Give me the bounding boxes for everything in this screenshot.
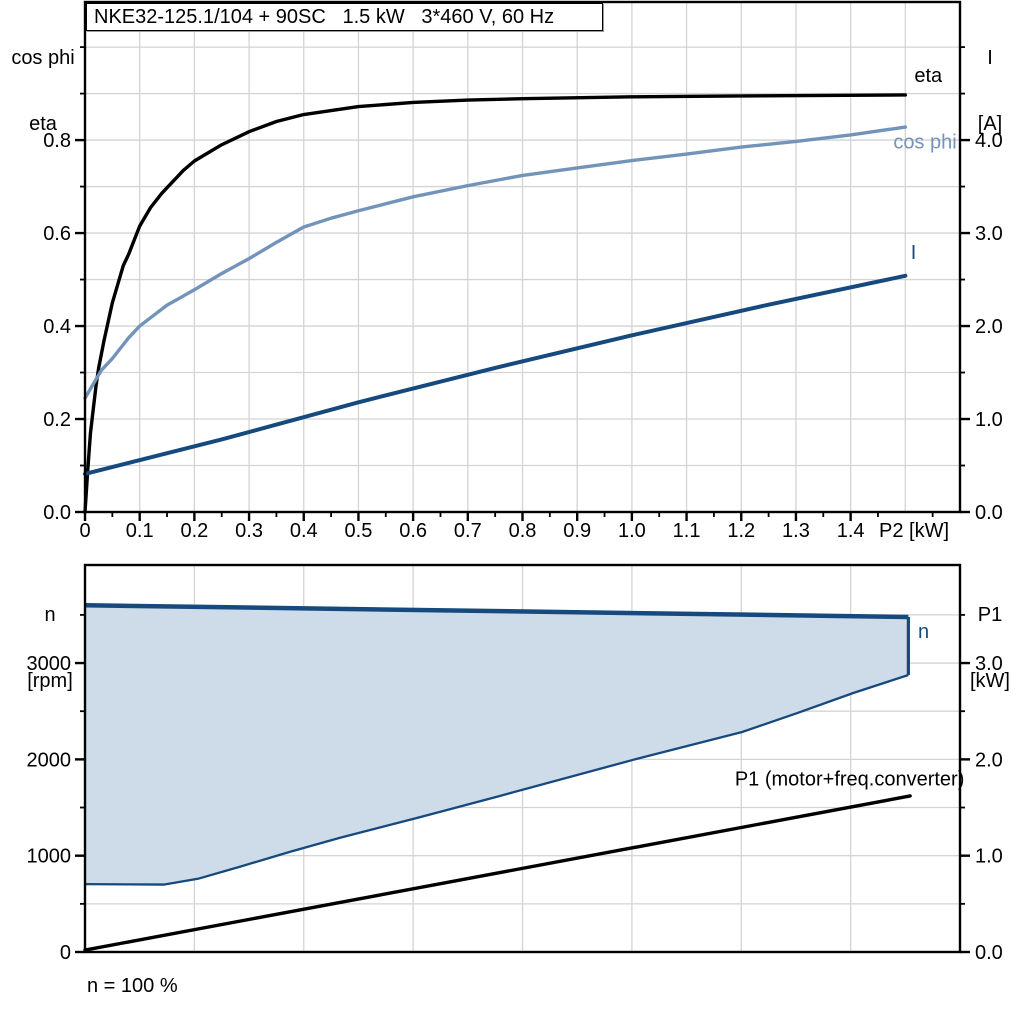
x-tick-label: 0.3	[235, 520, 263, 542]
y-right-tick-label: 0.0	[975, 502, 1003, 524]
axis-label-eta: eta	[29, 113, 57, 135]
axis-label-cosphi: cos phi	[11, 47, 75, 69]
x-tick-label: 0.6	[399, 520, 427, 542]
y-left-tick-label: 0.8	[43, 130, 71, 152]
y-right-tick-label: 3.0	[975, 223, 1003, 245]
series-label: cos phi	[893, 131, 956, 153]
series-label: I	[911, 242, 917, 264]
bottom-left-axis-label: n [rpm]	[14, 560, 86, 714]
x-axis-unit-label: P2 [kW]	[879, 520, 949, 542]
speed-range-top-edge	[84, 603, 909, 620]
x-tick-label: 0	[79, 520, 90, 542]
series-label: eta	[914, 65, 943, 87]
axis-label-speed-unit: [rpm]	[27, 670, 73, 692]
y-right-tick-label: 2.0	[975, 749, 1003, 771]
series-label: P1 (motor+freq.converter)	[735, 768, 965, 790]
speed-footnote: n = 100 %	[87, 975, 178, 997]
x-tick-label: 1.3	[782, 520, 810, 542]
x-tick-label: 0.4	[290, 520, 318, 542]
axis-label-speed: n	[44, 604, 56, 626]
x-tick-label: 1.4	[837, 520, 865, 542]
x-tick-label: 1.0	[618, 520, 646, 542]
y-right-tick-label: 4.0	[975, 130, 1003, 152]
bottom-right-axis-label: P1 [kW]	[960, 560, 1020, 714]
series-label: n	[918, 621, 929, 643]
x-tick-label: 0.7	[454, 520, 482, 542]
top-right-axis-label: I [A]	[960, 3, 1020, 157]
y-left-tick-label: 0.4	[43, 316, 71, 338]
y-left-tick-label: 0	[60, 942, 71, 964]
x-tick-label: 0.5	[345, 520, 373, 542]
x-tick-label: 1.1	[673, 520, 701, 542]
y-left-tick-label: 1000	[27, 846, 72, 868]
y-right-tick-label: 2.0	[975, 316, 1003, 338]
y-left-tick-label: 0.6	[43, 223, 71, 245]
y-right-tick-label: 1.0	[975, 846, 1003, 868]
y-left-tick-label: 0.2	[43, 409, 71, 431]
x-tick-label: 0.9	[563, 520, 591, 542]
axis-label-current-unit: [A]	[977, 113, 1003, 135]
y-right-tick-label: 1.0	[975, 409, 1003, 431]
x-tick-label: 0.1	[126, 520, 154, 542]
axis-label-current: I	[987, 47, 993, 69]
top-left-axis-label: cos phi eta	[4, 3, 82, 157]
series-eta	[83, 93, 908, 514]
x-tick-label: 1.2	[727, 520, 755, 542]
y-left-tick-label: 3000	[27, 653, 72, 675]
axis-label-power: P1	[977, 604, 1003, 626]
series-cos-phi	[83, 125, 908, 400]
y-left-tick-label: 2000	[27, 749, 72, 771]
series-i	[83, 273, 908, 476]
speed-range-area	[85, 605, 909, 885]
series-p1-motor-freq-converter-	[83, 794, 912, 952]
x-tick-label: 0.8	[509, 520, 537, 542]
axis-label-power-unit: [kW]	[970, 670, 1010, 692]
speed-range-lower-edge	[84, 673, 909, 886]
y-right-tick-label: 0.0	[975, 942, 1003, 964]
y-right-tick-label: 3.0	[975, 653, 1003, 675]
x-tick-label: 0.2	[180, 520, 208, 542]
y-left-tick-label: 0.0	[43, 502, 71, 524]
chart-title-box: NKE32-125.1/104 + 90SC 1.5 kW 3*460 V, 6…	[86, 3, 603, 31]
